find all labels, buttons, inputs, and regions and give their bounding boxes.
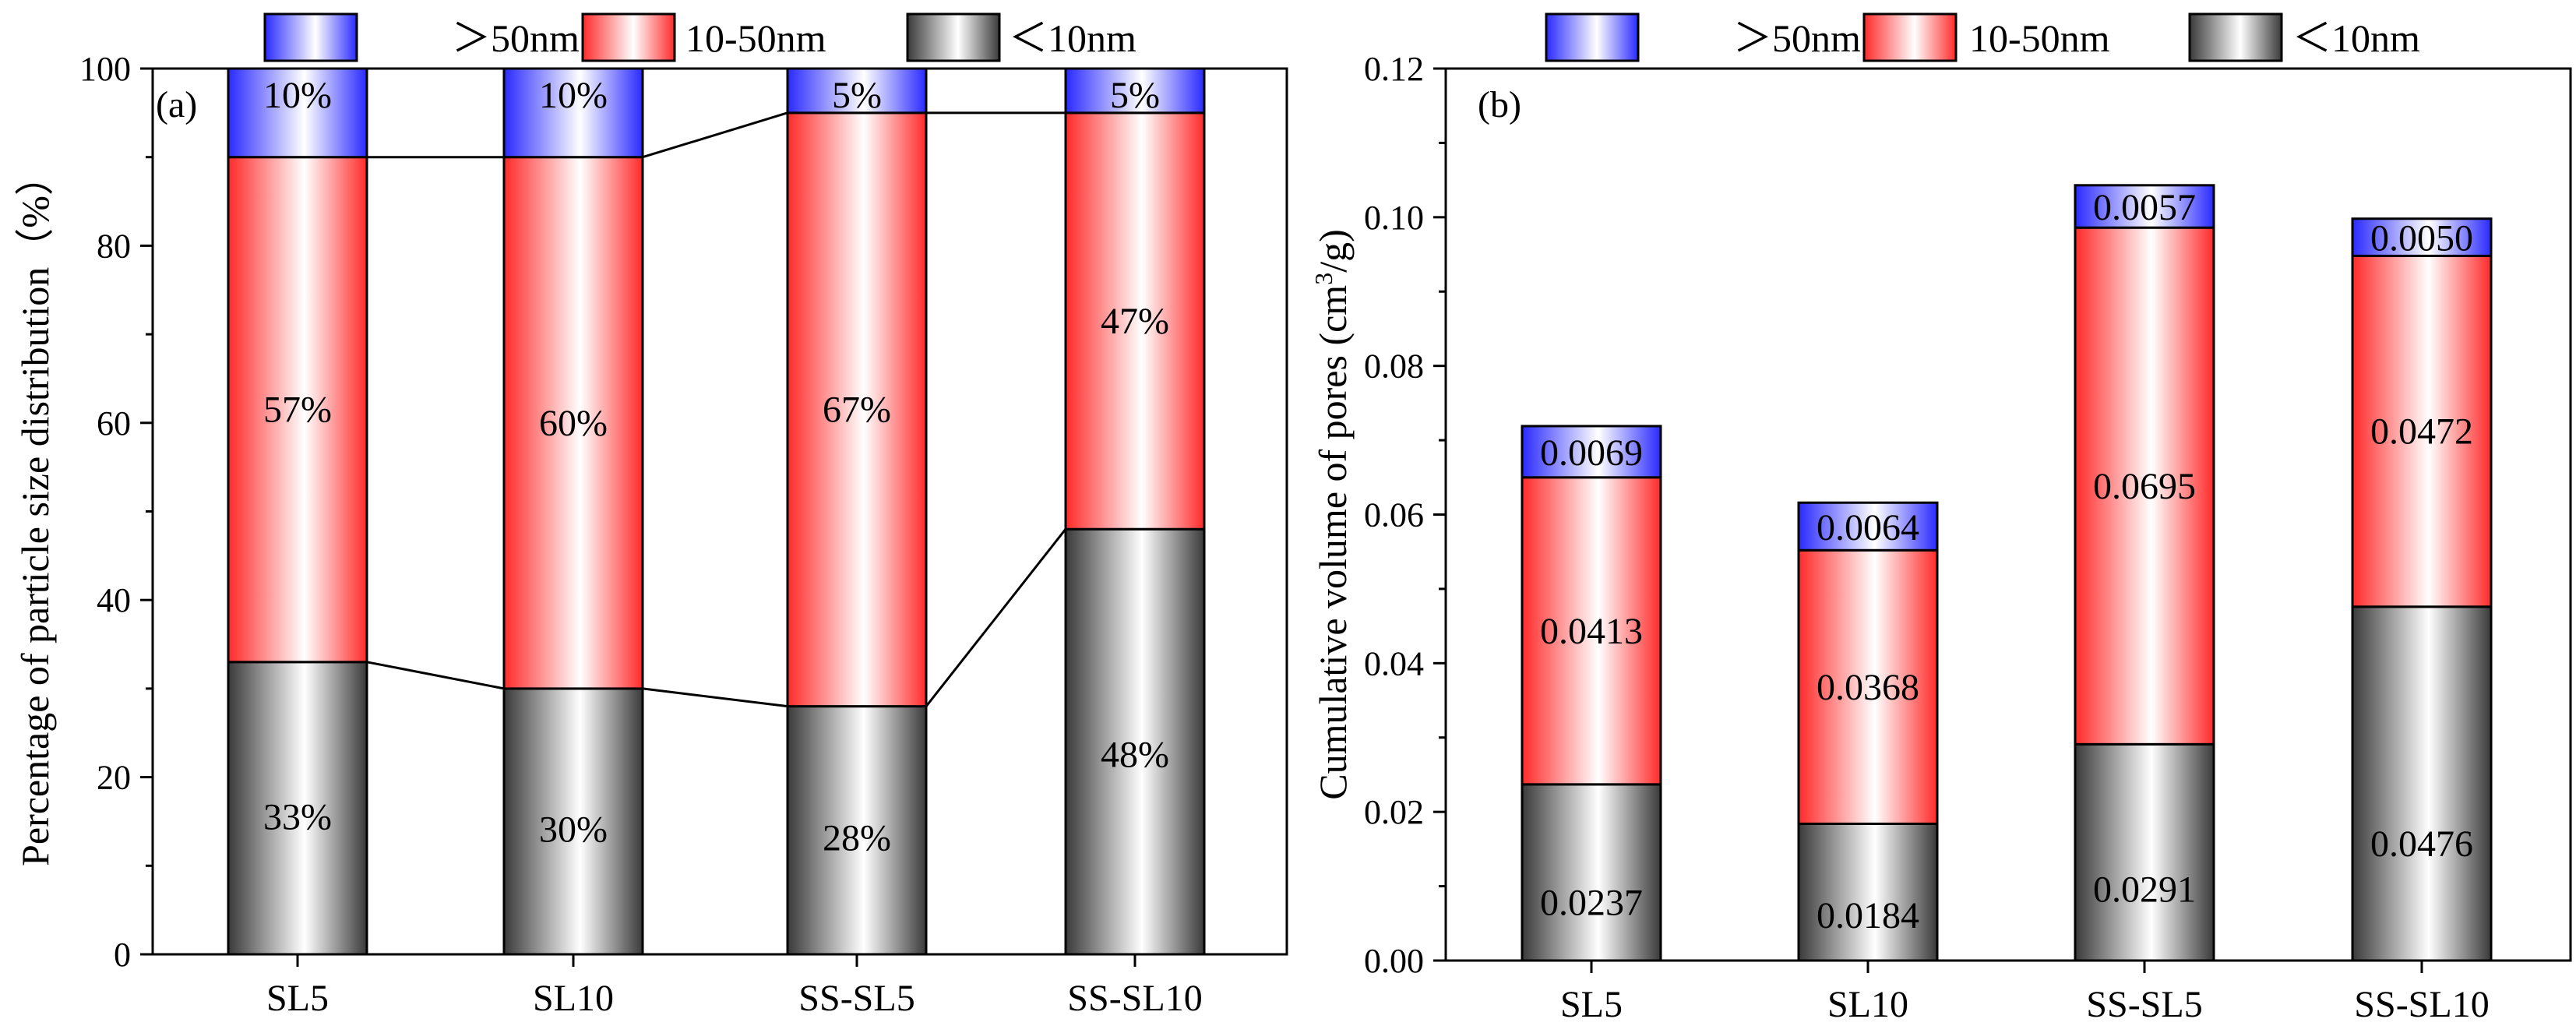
data-label: 47% <box>1101 301 1169 342</box>
y-tick-label: 0.08 <box>1364 347 1424 386</box>
bar-segment <box>227 156 368 664</box>
y-tick-label: 100 <box>79 50 131 88</box>
y-tick-label: 0.12 <box>1364 50 1424 88</box>
bar-segment <box>502 67 644 159</box>
bar-segment <box>2074 226 2215 746</box>
legend-swatch <box>263 12 358 62</box>
data-label: 0.0184 <box>1817 895 1919 936</box>
bar-segment <box>1064 111 1206 531</box>
data-label: 0.0413 <box>1540 611 1643 652</box>
legend-swatch <box>1862 12 1958 62</box>
y-axis-title-end: /g) <box>1311 229 1355 273</box>
bar-segment <box>1521 783 1662 962</box>
bar-segment <box>786 67 928 115</box>
x-tick-label: SS-SL5 <box>798 978 914 1019</box>
legend-swatch <box>2188 12 2283 62</box>
data-label: 30% <box>539 809 608 851</box>
data-label: 60% <box>539 403 608 444</box>
legend-label: 10-50nm <box>1969 16 2110 60</box>
panel-b: 0.00 0.02 0.04 0.06 0.08 0.10 0.12 Cumulative v… <box>1309 50 2572 1025</box>
data-label: 10% <box>539 75 608 116</box>
bar-segment <box>1064 527 1206 956</box>
y-tick-label: 0.06 <box>1364 496 1424 534</box>
y-tick-label: 0 <box>114 936 131 974</box>
bar-segment <box>227 661 368 956</box>
legend-label: 10-50nm <box>685 16 826 60</box>
y-tick-label: 40 <box>97 581 131 619</box>
data-label: 67% <box>823 390 891 431</box>
panel-label: (b) <box>1478 84 1521 125</box>
bar-segment <box>1797 501 1939 552</box>
legend-label: ＞50nm <box>452 16 580 60</box>
connector-line <box>642 111 788 159</box>
panel-a: 0 20 40 60 80 100 Percentage of particle size … <box>13 50 1288 1019</box>
x-tick-label: SS-SL10 <box>2354 984 2489 1025</box>
connector-line <box>366 661 505 690</box>
bar-segment <box>1521 425 1662 479</box>
bar-segment <box>2351 217 2493 257</box>
bar-segment <box>1797 822 1939 962</box>
legend-swatch <box>581 12 676 62</box>
y-axis-title: Percentage of particle size distribution… <box>13 157 57 866</box>
y-tick-label: 0.02 <box>1364 793 1424 831</box>
bar-segment <box>786 705 928 956</box>
connector-line <box>925 528 1067 707</box>
bar-segment <box>2351 605 2493 962</box>
data-label: 5% <box>832 75 882 116</box>
x-tick-label: SS-SL10 <box>1067 978 1202 1019</box>
y-tick-label: 20 <box>97 759 131 797</box>
data-label: 0.0472 <box>2370 411 2473 453</box>
y-tick-label: 60 <box>97 404 131 442</box>
bar-segment <box>1064 67 1206 115</box>
data-label: 0.0057 <box>2093 187 2196 228</box>
legends: ＞50nm 10-50nm ＜10nm ＞50nm 10-50nm ＜10nm <box>263 12 2420 62</box>
bar-segment <box>502 156 644 690</box>
connector-line <box>642 687 788 708</box>
legend-label: ＜10nm <box>2292 16 2420 60</box>
data-label: 0.0064 <box>1817 507 1919 548</box>
x-tick-label: SS-SL5 <box>2086 984 2202 1025</box>
x-tick-label: SL5 <box>1560 984 1623 1025</box>
bar-segment <box>1797 548 1939 825</box>
bar-segment <box>2074 184 2215 229</box>
y-tick-label: 0.00 <box>1364 942 1424 980</box>
bar-segment <box>1521 476 1662 786</box>
legend-label: ＜10nm <box>1009 16 1136 60</box>
data-label: 0.0695 <box>2093 466 2196 507</box>
bar-segment <box>2074 742 2215 962</box>
data-label: 0.0291 <box>2093 869 2196 910</box>
data-label: 0.0237 <box>1540 882 1643 923</box>
data-label: 5% <box>1110 75 1160 116</box>
bar-segment <box>2351 254 2493 608</box>
data-label: 10% <box>263 75 332 116</box>
y-axis-title: Cumulative volume of pores (cm3/g) <box>1309 229 1355 800</box>
x-tick-label: SL10 <box>1827 984 1908 1025</box>
bar-segment <box>786 111 928 708</box>
legend-swatch <box>906 12 1001 62</box>
y-axis-title-main: Cumulative volume of pores (cm <box>1311 285 1355 800</box>
legend-swatch <box>1545 12 1640 62</box>
data-label: 0.0368 <box>1817 667 1919 708</box>
y-tick-label: 0.04 <box>1364 644 1424 682</box>
data-label: 28% <box>823 817 891 858</box>
y-axis-title-superscript: 3 <box>1309 273 1337 285</box>
data-label: 33% <box>263 797 332 838</box>
bar-segment <box>227 67 368 159</box>
data-label: 48% <box>1101 734 1169 775</box>
legend-label: ＞50nm <box>1733 16 1861 60</box>
x-tick-label: SL10 <box>533 978 614 1019</box>
data-label: 0.0069 <box>1540 432 1643 474</box>
data-label: 0.0050 <box>2370 218 2473 259</box>
data-label: 0.0476 <box>2370 823 2473 865</box>
y-tick-label: 80 <box>97 227 131 265</box>
y-tick-label: 0.10 <box>1364 199 1424 237</box>
data-label: 57% <box>263 390 332 431</box>
panel-label: (a) <box>156 84 197 125</box>
x-tick-label: SL5 <box>266 978 329 1019</box>
